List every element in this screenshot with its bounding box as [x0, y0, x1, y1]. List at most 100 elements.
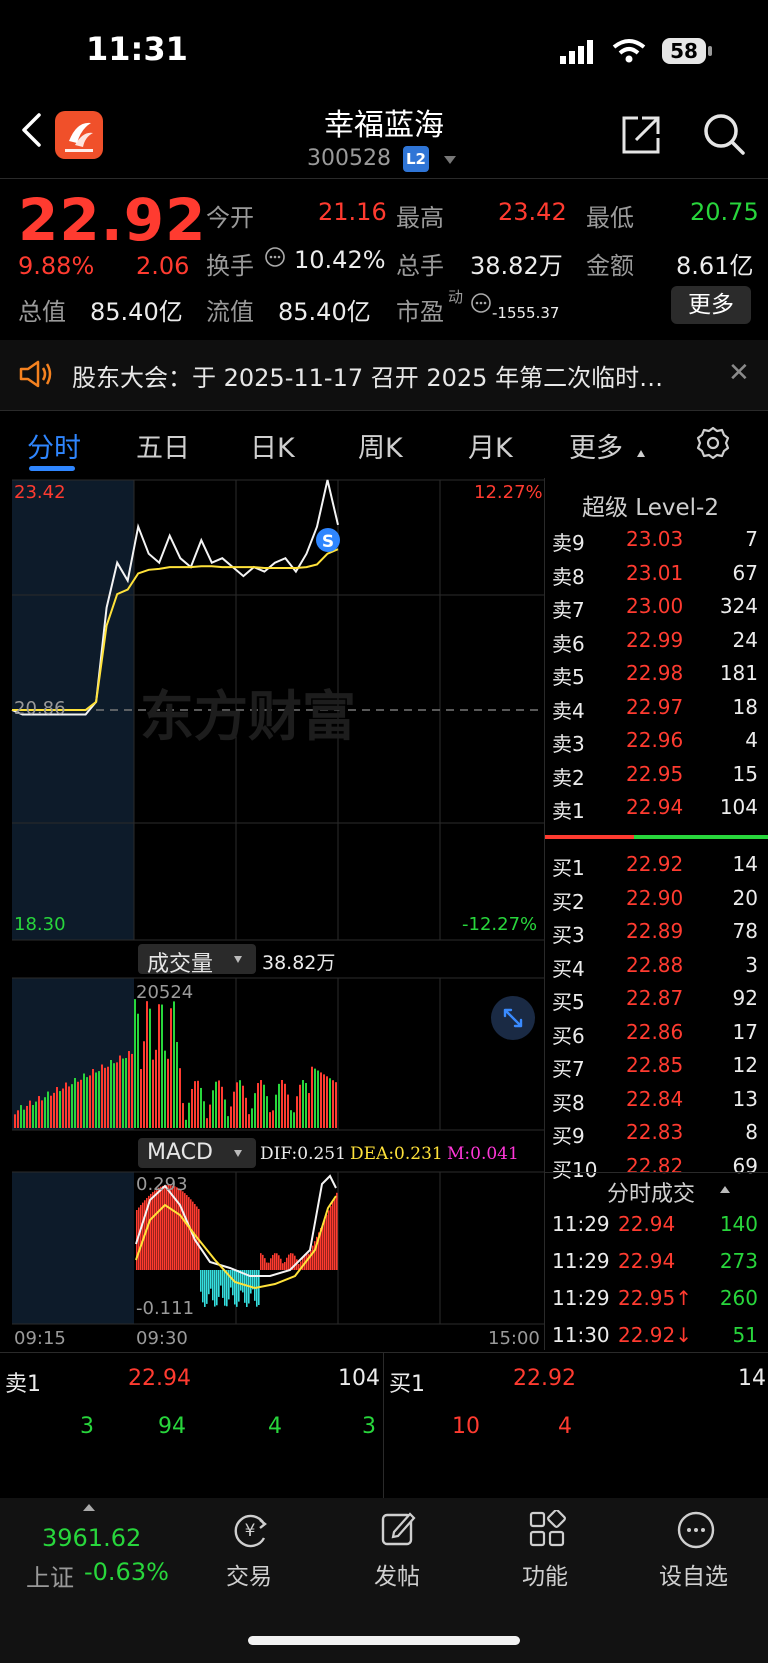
- bid-label[interactable]: 买7: [552, 1057, 585, 1081]
- ask-price[interactable]: 22.95: [626, 761, 684, 786]
- bid-volume[interactable]: 14: [732, 852, 758, 876]
- tab-monthly-k[interactable]: 月K: [468, 433, 513, 464]
- ask-price[interactable]: 22.96: [626, 728, 684, 752]
- intraday-chart[interactable]: 东方财富 S: [0, 478, 545, 1338]
- index-value[interactable]: 3961.62: [42, 1524, 142, 1552]
- volume-bar: [188, 1102, 190, 1128]
- level2-panel[interactable]: [544, 478, 768, 1350]
- back-icon[interactable]: [20, 112, 42, 148]
- bid-label[interactable]: 买2: [552, 889, 585, 914]
- nav-watchlist[interactable]: 设自选: [659, 1564, 728, 1590]
- pe-info-icon[interactable]: [470, 292, 492, 314]
- bid-label[interactable]: 买4: [552, 956, 585, 981]
- stock-code[interactable]: 300528: [307, 146, 391, 171]
- volume-bar: [167, 1058, 169, 1128]
- bid-price[interactable]: 22.88: [626, 952, 684, 977]
- bid-volume[interactable]: 78: [732, 919, 758, 943]
- ask-volume[interactable]: 181: [719, 661, 758, 685]
- tab-more[interactable]: 更多: [569, 433, 623, 464]
- ticks-title[interactable]: 分时成交: [607, 1182, 696, 1207]
- bid-price[interactable]: 22.82: [626, 1153, 684, 1178]
- bid-price[interactable]: 22.89: [626, 919, 684, 943]
- ask-volume[interactable]: 324: [719, 594, 758, 618]
- bid-volume[interactable]: 69: [732, 1153, 758, 1178]
- tab-weekly-k[interactable]: 周K: [358, 433, 403, 464]
- ask-price[interactable]: 23.03: [626, 527, 684, 551]
- bid-price[interactable]: 22.90: [626, 885, 684, 910]
- share-icon[interactable]: [620, 114, 662, 156]
- ask-label[interactable]: 卖6: [552, 631, 585, 656]
- ask-label[interactable]: 卖8: [552, 564, 585, 589]
- notice-text[interactable]: 股东大会：于 2025-11-17 召开 2025 年第二次临时…: [72, 364, 664, 392]
- bid-price[interactable]: 22.85: [626, 1053, 684, 1077]
- ask-price[interactable]: 23.00: [626, 594, 684, 618]
- bid-volume[interactable]: 12: [732, 1053, 758, 1077]
- level2-badge[interactable]: L2: [403, 146, 429, 172]
- ask-label[interactable]: 卖1: [552, 799, 585, 823]
- more-dots-icon[interactable]: [676, 1510, 716, 1550]
- bid-price[interactable]: 22.86: [626, 1019, 684, 1044]
- bid-label[interactable]: 买3: [552, 923, 585, 947]
- volume-selector-label[interactable]: 成交量: [147, 952, 214, 977]
- bid-label[interactable]: 买5: [552, 990, 585, 1014]
- index-change[interactable]: -0.63%: [84, 1558, 169, 1586]
- bid-label[interactable]: 买6: [552, 1023, 585, 1048]
- ask-label[interactable]: 卖3: [552, 732, 585, 756]
- ask-volume[interactable]: 4: [745, 728, 758, 752]
- gear-icon[interactable]: [696, 426, 730, 460]
- ask-price[interactable]: 22.94: [626, 795, 684, 819]
- bid-volume[interactable]: 8: [745, 1120, 758, 1144]
- level2-title[interactable]: 超级 Level-2: [582, 495, 719, 521]
- volume-bar: [110, 1060, 112, 1128]
- bid-price[interactable]: 22.87: [626, 986, 684, 1010]
- bid-volume[interactable]: 20: [732, 885, 758, 910]
- bid-volume[interactable]: 13: [732, 1086, 758, 1111]
- ask-label[interactable]: 卖7: [552, 598, 585, 622]
- bid-volume[interactable]: 17: [732, 1019, 758, 1044]
- ask-label[interactable]: 卖4: [552, 698, 585, 723]
- bid-volume[interactable]: 92: [732, 986, 758, 1010]
- bid-label[interactable]: 买8: [552, 1090, 585, 1115]
- macd-selector-label[interactable]: MACD: [147, 1140, 213, 1165]
- index-name[interactable]: 上证: [26, 1564, 74, 1592]
- ask-label[interactable]: 卖2: [552, 765, 585, 790]
- bid-volume[interactable]: 3: [745, 952, 758, 977]
- ask-price[interactable]: 22.97: [626, 694, 684, 719]
- more-info-icon[interactable]: [264, 246, 286, 268]
- ask-volume[interactable]: 24: [732, 627, 758, 652]
- notice-bar[interactable]: [0, 340, 768, 410]
- chevron-down-icon[interactable]: [444, 156, 456, 164]
- trade-icon[interactable]: ¥: [230, 1510, 270, 1550]
- ask-volume[interactable]: 18: [732, 694, 758, 719]
- ask-volume[interactable]: 104: [719, 795, 758, 819]
- expand-button[interactable]: [491, 996, 535, 1040]
- tab-five-day[interactable]: 五日: [136, 433, 190, 464]
- ask-label[interactable]: 卖5: [552, 665, 585, 689]
- bid-label[interactable]: 买9: [552, 1124, 585, 1148]
- ask-price[interactable]: 22.99: [626, 627, 684, 652]
- tab-daily-k[interactable]: 日K: [250, 433, 295, 464]
- nav-post[interactable]: 发帖: [374, 1564, 420, 1590]
- chevron-up-icon[interactable]: [720, 1186, 730, 1193]
- apps-icon[interactable]: [528, 1510, 566, 1548]
- nav-functions[interactable]: 功能: [522, 1564, 568, 1590]
- ask-volume[interactable]: 67: [732, 560, 758, 585]
- bid-label[interactable]: 买1: [552, 856, 585, 880]
- ask-price[interactable]: 23.01: [626, 560, 684, 585]
- bid-price[interactable]: 22.84: [626, 1086, 684, 1111]
- ask-volume[interactable]: 15: [732, 761, 758, 786]
- search-icon[interactable]: [702, 112, 746, 156]
- time-open-label: 09:30: [136, 1328, 188, 1349]
- bid-price[interactable]: 22.83: [626, 1120, 684, 1144]
- close-icon[interactable]: ✕: [728, 358, 750, 388]
- bid-label[interactable]: 买10: [552, 1157, 598, 1182]
- ask-volume[interactable]: 7: [745, 527, 758, 551]
- tab-intraday[interactable]: 分时: [27, 433, 81, 464]
- expand-up-icon[interactable]: [83, 1504, 95, 1511]
- ask-label[interactable]: 卖9: [552, 531, 585, 555]
- ask-price[interactable]: 22.98: [626, 661, 684, 685]
- bid-price[interactable]: 22.92: [626, 852, 684, 876]
- nav-trade[interactable]: 交易: [226, 1564, 272, 1590]
- edit-icon[interactable]: [380, 1510, 418, 1548]
- more-button[interactable]: 更多: [671, 286, 751, 324]
